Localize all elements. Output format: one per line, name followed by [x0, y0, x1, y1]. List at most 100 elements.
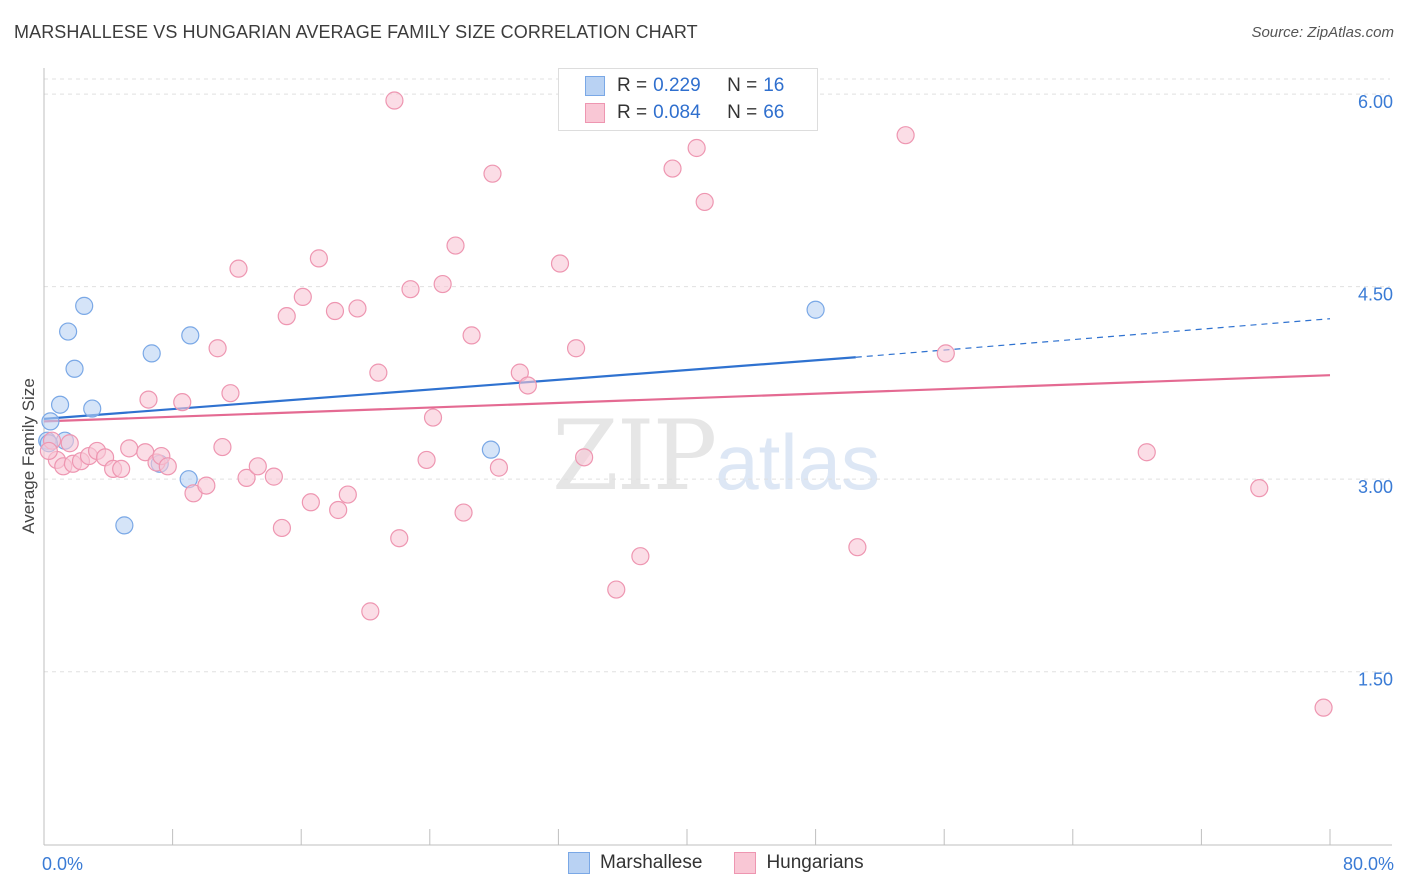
point-marshallese: [41, 412, 60, 431]
y-axis-title: Average Family Size: [19, 378, 38, 534]
gridlines: [44, 78, 1390, 673]
point-hungarians: [446, 236, 465, 255]
point-hungarians: [248, 457, 267, 476]
legend-swatch-hungarians: [734, 852, 757, 874]
point-hungarians: [462, 326, 481, 345]
legend-r-key: R =: [617, 75, 648, 96]
point-hungarians: [348, 299, 367, 318]
point-hungarians: [489, 458, 509, 477]
point-hungarians: [390, 529, 409, 548]
source-label: Source: ZipAtlas.com: [1251, 24, 1394, 41]
chart-title: MARSHALLESE VS HUNGARIAN AVERAGE FAMILY …: [14, 22, 698, 42]
point-hungarians: [173, 393, 192, 412]
point-hungarians: [1314, 698, 1333, 717]
point-marshallese: [59, 322, 78, 341]
y-tick-label: 4.50: [1358, 285, 1393, 305]
point-hungarians: [301, 493, 320, 512]
trend-extension-marshallese: [855, 318, 1331, 358]
legend-n-value: 16: [763, 75, 785, 96]
point-hungarians: [139, 390, 158, 409]
point-hungarians: [417, 450, 436, 470]
legend-item-hungarians[interactable]: Hungarians: [734, 852, 864, 874]
point-hungarians: [1137, 443, 1156, 462]
point-marshallese: [83, 399, 102, 418]
legend-row-marshallese: R = 0.229 N = 16: [585, 73, 784, 99]
point-hungarians: [229, 259, 248, 278]
point-hungarians: [277, 307, 296, 326]
point-hungarians: [423, 408, 443, 427]
point-hungarians: [264, 467, 283, 486]
point-hungarians: [329, 500, 348, 520]
legend-swatch-marshallese: [568, 852, 590, 874]
trend-hungarians: [43, 374, 1331, 423]
y-tick-label: 1.50: [1358, 670, 1393, 690]
point-hungarians: [158, 457, 177, 476]
point-hungarians: [575, 448, 594, 467]
point-marshallese: [65, 359, 84, 378]
point-hungarians: [550, 254, 570, 273]
series-legend: Marshallese Hungarians: [568, 852, 896, 874]
legend-n-key: N =: [727, 102, 758, 123]
point-hungarians: [663, 159, 682, 178]
point-hungarians: [631, 547, 650, 566]
trend-marshallese: [43, 356, 856, 420]
point-hungarians: [60, 434, 79, 453]
point-marshallese: [115, 516, 134, 535]
x-tick-label: 0.0%: [42, 854, 83, 874]
point-hungarians: [112, 459, 131, 479]
point-hungarians: [361, 602, 380, 621]
point-hungarians: [848, 538, 867, 557]
point-hungarians: [566, 339, 586, 358]
point-hungarians: [510, 363, 529, 382]
point-marshallese: [806, 300, 825, 319]
data-points: [38, 91, 1333, 717]
trend-lines: [43, 318, 1331, 423]
legend-item-marshallese[interactable]: Marshallese: [568, 852, 702, 874]
point-hungarians: [221, 384, 240, 403]
legend-n-value: 66: [763, 102, 785, 123]
point-hungarians: [483, 164, 502, 183]
point-hungarians: [1250, 479, 1269, 498]
legend-swatch-hungarians: [585, 103, 605, 123]
legend-r-value: 0.229: [653, 75, 701, 96]
y-tick-label: 3.00: [1358, 477, 1393, 497]
point-hungarians: [369, 363, 388, 382]
point-marshallese: [50, 395, 70, 414]
legend-label-marshallese: Marshallese: [600, 852, 703, 873]
point-hungarians: [385, 91, 404, 110]
axis-labels: 1.50 3.00 4.50 6.00 0.0% 80.0% Average Family …: [19, 92, 1394, 874]
point-hungarians: [120, 439, 139, 458]
point-hungarians: [293, 287, 312, 306]
point-hungarians: [687, 138, 706, 158]
point-hungarians: [237, 468, 256, 487]
point-marshallese: [481, 440, 500, 459]
legend-n-key: N =: [727, 75, 758, 96]
point-hungarians: [433, 274, 452, 294]
point-hungarians: [607, 580, 626, 599]
point-hungarians: [325, 301, 345, 321]
point-hungarians: [695, 192, 714, 212]
point-hungarians: [896, 126, 915, 145]
point-marshallese: [181, 326, 200, 345]
legend-label-hungarians: Hungarians: [766, 852, 864, 873]
point-hungarians: [197, 476, 216, 495]
point-hungarians: [39, 441, 58, 461]
legend-row-hungarians: R = 0.084 N = 66: [585, 100, 784, 126]
legend-swatch-marshallese: [585, 76, 605, 96]
point-marshallese: [142, 344, 161, 363]
point-hungarians: [936, 344, 955, 363]
point-hungarians: [454, 503, 473, 522]
point-hungarians: [208, 339, 227, 358]
point-hungarians: [272, 518, 292, 538]
legend-r-value: 0.084: [653, 102, 701, 123]
point-marshallese: [75, 296, 94, 315]
point-hungarians: [213, 437, 232, 457]
axes: [43, 68, 1392, 846]
point-hungarians: [309, 249, 328, 268]
correlation-legend: R = 0.229 N = 16 R = 0.084 N = 66: [558, 68, 818, 131]
legend-r-key: R =: [617, 102, 648, 123]
point-hungarians: [518, 376, 537, 395]
y-tick-label: 6.00: [1358, 92, 1393, 112]
point-hungarians: [401, 280, 420, 299]
